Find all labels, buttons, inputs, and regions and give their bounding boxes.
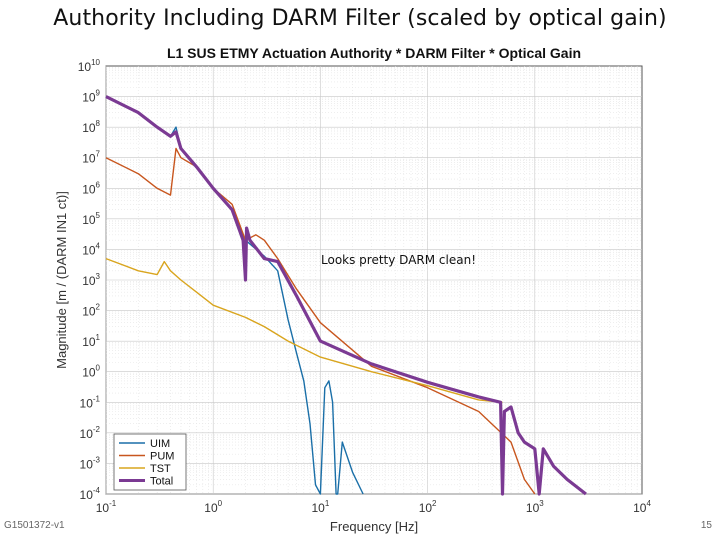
series-layer (105, 95, 587, 496)
y-tick-label: 10-1 (80, 394, 101, 410)
y-tick-labels: 10-4 10-3 10-2 10-1 100 101 102 103 104 105 106 107… (78, 58, 101, 502)
y-tick-label: 101 (82, 333, 100, 349)
grid-lines (105, 66, 642, 495)
page-number: 15 (700, 520, 712, 531)
y-tick-label: 108 (82, 119, 100, 135)
x-tick-label: 101 (311, 499, 329, 515)
y-tick-label: 109 (82, 89, 100, 105)
series-line-total (105, 95, 587, 496)
x-tick-label: 102 (419, 499, 437, 515)
y-tick-label: 10-3 (80, 455, 101, 471)
y-tick-label: 103 (82, 272, 100, 288)
x-tick-label: 104 (633, 499, 651, 515)
y-tick-label: 1010 (78, 58, 101, 74)
y-tick-label: 107 (82, 150, 100, 166)
chart-title: L1 SUS ETMY Actuation Authority * DARM F… (167, 45, 581, 61)
y-tick-label: 105 (82, 211, 100, 227)
y-tick-label: 10-2 (80, 425, 101, 441)
legend-label: PUM (150, 451, 174, 463)
x-tick-label: 100 (204, 499, 222, 515)
x-tick-labels: 10-1 100 101 102 103 104 (96, 499, 652, 515)
series-line-pum (105, 147, 536, 495)
legend-label: UIM (150, 438, 170, 450)
y-tick-label: 10-4 (80, 486, 101, 502)
y-tick-label: 106 (82, 180, 100, 196)
annotation: Looks pretty DARM clean! (321, 253, 476, 267)
y-tick-label: 100 (82, 364, 100, 380)
x-tick-label: 103 (526, 499, 544, 515)
x-tick-label: 10-1 (96, 499, 117, 515)
legend-label: TST (150, 463, 171, 475)
y-axis-label: Magnitude [m / (DARM IN1 ct)] (54, 191, 69, 369)
slide-title: Authority Including DARM Filter (scaled … (53, 6, 667, 31)
series-line-tst (105, 257, 503, 403)
footer-id: G1501372-v1 (4, 520, 65, 531)
x-axis-label: Frequency [Hz] (330, 519, 418, 534)
y-tick-label: 102 (82, 303, 100, 319)
y-tick-label: 104 (82, 241, 100, 257)
legend-label: Total (150, 476, 173, 488)
